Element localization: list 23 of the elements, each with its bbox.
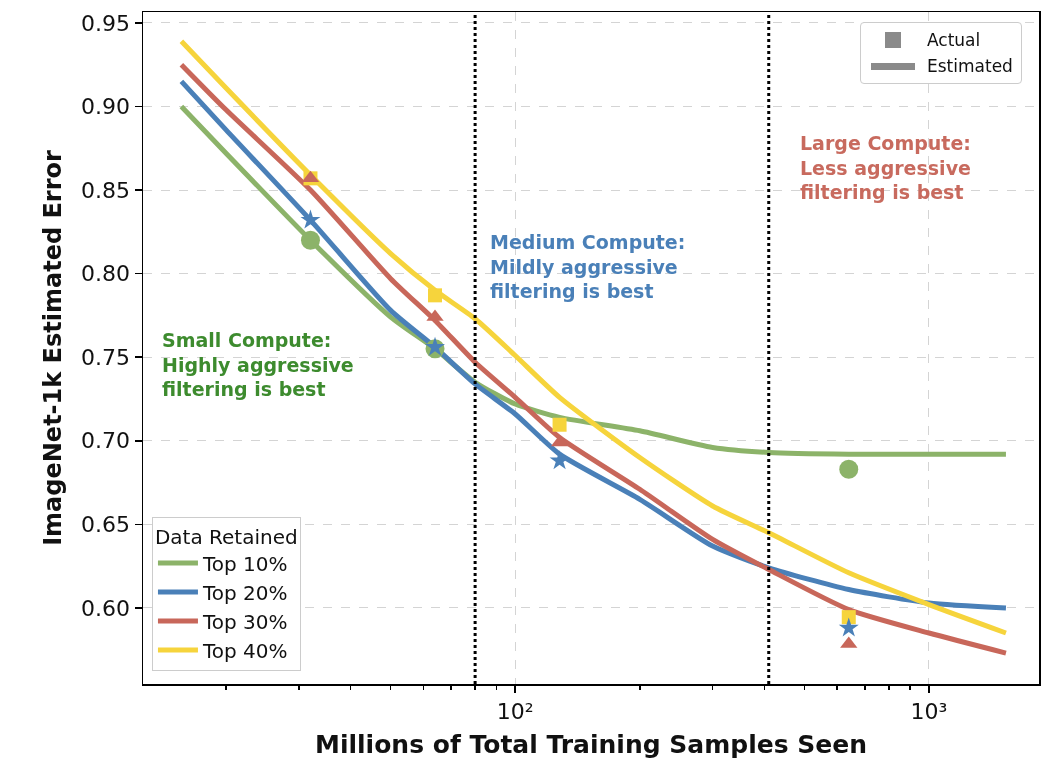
y-tick-label: 0.70 [81, 428, 131, 454]
annotation: Large Compute: Less aggressive filtering is best [800, 132, 971, 204]
legend-key: Actual Estimated [860, 22, 1022, 84]
x-tick-label: 10³ [910, 698, 948, 724]
annotation: Actual [927, 30, 981, 50]
legend-label: Top 20% [201, 580, 288, 605]
legend-label: Top 30% [201, 609, 288, 634]
y-tick-label: 0.65 [81, 512, 131, 538]
annotation: Medium Compute: Mildly aggressive filtering is best [490, 231, 686, 303]
y-tick-label: 0.80 [81, 261, 131, 287]
legend-label: Top 10% [201, 551, 288, 576]
y-axis-title: ImageNet-1k Estimated Error [39, 150, 68, 546]
legend-title: Data Retained [154, 524, 298, 549]
y-tick-label: 0.90 [81, 94, 131, 120]
y-tick-label: 0.95 [81, 10, 131, 36]
y-tick-label: 0.60 [81, 595, 131, 621]
y-tick-label: 0.85 [81, 177, 131, 203]
annotation: Small Compute: Highly aggressive filtering is best [162, 329, 354, 401]
annotation: Estimated [927, 56, 1013, 76]
x-axis-title: Millions of Total Training Samples Seen [315, 729, 867, 759]
x-tick-label: 10² [496, 698, 534, 724]
y-tick-label: 0.75 [81, 344, 131, 370]
legend-label: Top 40% [201, 638, 288, 663]
